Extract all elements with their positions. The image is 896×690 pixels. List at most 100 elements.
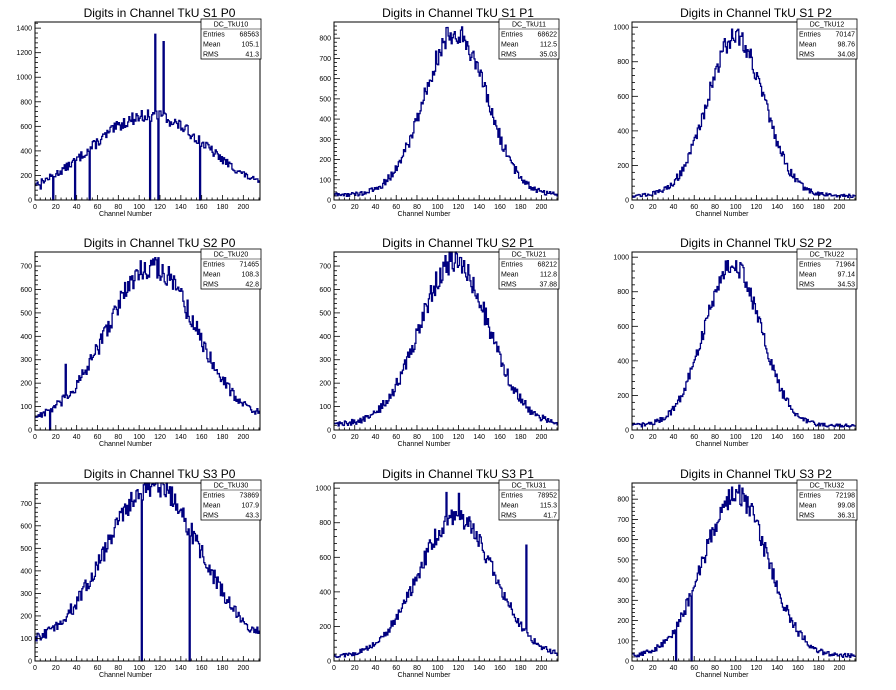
- stats-box: DC_TkU22 Entries 71964 Mean 97.14 RMS 34.53: [796, 248, 858, 290]
- x-tick-label: 0: [33, 204, 37, 211]
- stats-box: DC_TkU32 Entries 72198 Mean 99.08 RMS 36.31: [796, 479, 858, 521]
- stats-rms-label: RMS: [501, 52, 517, 59]
- histogram-panel-6: Digits in Channel TkU S2 P2 0 20 40 60 80 100 1…: [613, 236, 858, 448]
- x-tick-label: 40: [73, 665, 81, 672]
- stats-entries-value: 78952: [538, 493, 558, 500]
- stats-rms-value: 42.8: [245, 282, 259, 289]
- stats-mean-value: 112.8: [540, 272, 557, 279]
- x-tick-label: 40: [73, 434, 81, 441]
- stats-entries-label: Entries: [501, 262, 523, 269]
- x-tick-label: 140: [771, 434, 783, 441]
- stats-mean-label: Mean: [203, 272, 221, 279]
- stats-box: DC_TkU21 Entries 68212 Mean 112.8 RMS 37.88: [498, 248, 560, 290]
- x-tick-label: 60: [690, 204, 698, 211]
- y-tick-label: 100: [20, 636, 32, 643]
- x-tick-label: 60: [690, 665, 698, 672]
- y-tick-label: 400: [617, 358, 629, 365]
- plot-frame: [34, 21, 261, 201]
- x-tick-label: 20: [52, 665, 60, 672]
- y-tick-label: 1200: [16, 50, 32, 57]
- x-tick-label: 60: [94, 434, 102, 441]
- stats-name: DC_TkU11: [512, 22, 546, 29]
- x-tick-label: 0: [332, 665, 336, 672]
- stats-entries-label: Entries: [799, 493, 821, 500]
- stats-mean-label: Mean: [203, 42, 221, 49]
- x-tick-label: 200: [237, 204, 249, 211]
- x-tick-label: 40: [73, 204, 81, 211]
- y-tick-label: 700: [617, 517, 629, 524]
- x-tick-label: 80: [114, 665, 122, 672]
- stats-rms-value: 41.7: [543, 513, 557, 520]
- y-tick-label: 500: [20, 310, 32, 317]
- stats-mean-label: Mean: [799, 42, 817, 49]
- stats-mean-value: 105.1: [241, 42, 259, 49]
- x-axis-label: Channel Number: [398, 672, 452, 679]
- y-tick-label: 1000: [16, 75, 32, 82]
- stats-rms-label: RMS: [203, 282, 219, 289]
- stats-name: DC_TkU10: [214, 22, 249, 29]
- x-axis-label: Channel Number: [696, 211, 750, 218]
- x-tick-label: 180: [217, 665, 229, 672]
- panel-title: Digits in Channel TkU S1 P0: [84, 6, 236, 20]
- x-tick-label: 40: [670, 434, 678, 441]
- x-tick-label: 160: [792, 665, 804, 672]
- y-tick-label: 200: [319, 381, 331, 388]
- x-tick-label: 140: [771, 665, 783, 672]
- x-tick-label: 0: [33, 665, 37, 672]
- x-tick-label: 200: [536, 204, 548, 211]
- x-tick-label: 20: [649, 204, 657, 211]
- x-axis-label: Channel Number: [99, 211, 153, 218]
- stats-box: DC_TkU20 Entries 71465 Mean 108.3 RMS 42.8: [200, 248, 262, 290]
- x-tick-label: 200: [834, 665, 846, 672]
- y-tick-label: 400: [319, 334, 331, 341]
- y-tick-label: 0: [625, 428, 629, 435]
- y-tick-label: 200: [617, 163, 629, 170]
- x-tick-label: 0: [630, 434, 634, 441]
- y-tick-label: 700: [319, 264, 331, 271]
- plot-frame: [333, 482, 559, 662]
- x-tick-label: 120: [751, 434, 763, 441]
- x-tick-label: 160: [792, 204, 804, 211]
- stats-entries-label: Entries: [799, 32, 821, 39]
- y-tick-label: 800: [617, 289, 629, 296]
- stats-entries-value: 68563: [240, 32, 260, 39]
- stats-name: DC_TkU32: [810, 483, 845, 490]
- stats-box: DC_TkU30 Entries 73869 Mean 107.9 RMS 43.3: [200, 479, 262, 521]
- y-tick-label: 0: [327, 428, 331, 435]
- x-tick-label: 200: [834, 204, 846, 211]
- stats-mean-value: 112.5: [540, 42, 557, 49]
- x-tick-label: 20: [351, 204, 359, 211]
- x-tick-label: 160: [792, 434, 804, 441]
- stats-entries-value: 68622: [538, 32, 558, 39]
- stats-rms-label: RMS: [799, 52, 815, 59]
- x-tick-label: 120: [751, 204, 763, 211]
- y-tick-label: 0: [625, 198, 629, 205]
- x-tick-label: 80: [114, 204, 122, 211]
- stats-box: DC_TkU31 Entries 78952 Mean 115.3 RMS 41.7: [498, 479, 560, 521]
- plot-frame: [34, 482, 261, 662]
- x-tick-label: 20: [351, 665, 359, 672]
- stats-box: DC_TkU11 Entries 68622 Mean 112.5 RMS 35.03: [498, 18, 560, 60]
- y-tick-label: 0: [327, 198, 331, 205]
- y-tick-label: 500: [20, 546, 32, 553]
- stats-entries-value: 68212: [538, 262, 558, 269]
- y-tick-label: 400: [20, 568, 32, 575]
- x-tick-label: 180: [515, 665, 527, 672]
- stats-box-frame: [200, 18, 262, 60]
- stats-mean-label: Mean: [501, 272, 519, 279]
- x-tick-label: 140: [175, 434, 187, 441]
- stats-box-frame: [796, 18, 858, 60]
- panel-title: Digits in Channel TkU S2 P0: [84, 236, 236, 250]
- stats-rms-value: 36.31: [837, 513, 855, 520]
- y-tick-label: 800: [319, 520, 331, 527]
- y-tick-label: 300: [319, 137, 331, 144]
- x-tick-label: 60: [690, 434, 698, 441]
- stats-entries-label: Entries: [203, 262, 225, 269]
- x-tick-label: 180: [515, 434, 527, 441]
- x-tick-label: 20: [52, 434, 60, 441]
- panel-title: Digits in Channel TkU S3 P1: [382, 467, 534, 481]
- y-tick-label: 500: [319, 96, 331, 103]
- y-tick-label: 100: [319, 177, 331, 184]
- y-tick-label: 600: [617, 94, 629, 101]
- histogram-line: [334, 26, 558, 198]
